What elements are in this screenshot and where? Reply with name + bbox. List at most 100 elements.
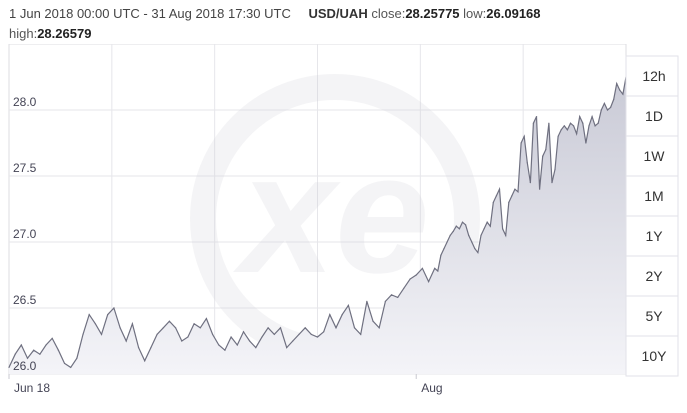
data-points <box>8 76 627 368</box>
low-value: 26.09168 <box>486 6 541 21</box>
interval-button-1w[interactable]: 1W <box>625 135 679 177</box>
data-point <box>437 270 439 272</box>
interval-button-bg[interactable] <box>625 255 679 297</box>
data-point <box>446 241 448 243</box>
data-point <box>57 349 59 351</box>
data-point <box>156 333 158 335</box>
interval-button-1m[interactable]: 1M <box>625 175 679 217</box>
data-point <box>523 135 525 137</box>
interval-button-bg[interactable] <box>625 215 679 257</box>
interval-button-label[interactable]: 12h <box>642 68 665 84</box>
data-point <box>535 116 538 118</box>
data-point <box>606 109 609 111</box>
interval-button-label[interactable]: 1M <box>644 188 663 204</box>
data-point <box>474 248 476 250</box>
interval-button-label[interactable]: 5Y <box>645 308 663 324</box>
data-point <box>495 195 498 197</box>
data-point <box>341 314 343 316</box>
data-point <box>273 333 275 335</box>
data-point <box>39 353 41 355</box>
data-point <box>455 225 457 227</box>
data-point <box>566 129 568 131</box>
data-point <box>366 300 368 302</box>
data-point <box>498 188 501 190</box>
data-point <box>26 357 29 359</box>
interval-button-bg[interactable] <box>625 55 679 97</box>
interval-button-1d[interactable]: 1D <box>625 95 679 137</box>
interval-button-12h[interactable]: 12h <box>625 55 679 97</box>
data-point <box>458 228 461 230</box>
data-point <box>619 89 621 91</box>
interval-button-10y[interactable]: 10Y <box>625 335 679 377</box>
data-point <box>316 336 319 338</box>
data-point <box>511 195 513 197</box>
data-point <box>100 333 103 335</box>
data-point <box>502 228 504 230</box>
interval-button-bg[interactable] <box>625 135 679 177</box>
interval-button-label[interactable]: 10Y <box>642 348 668 364</box>
interval-button-label[interactable]: 1D <box>645 108 663 124</box>
y-tick-label: 26.5 <box>13 293 37 307</box>
area-fill <box>9 77 626 374</box>
data-point <box>471 241 473 243</box>
data-point <box>205 317 208 320</box>
data-point <box>505 234 507 236</box>
data-point <box>360 333 362 335</box>
data-point <box>174 327 177 329</box>
data-point <box>477 251 479 254</box>
data-point <box>230 336 232 338</box>
data-point <box>594 125 596 127</box>
interval-button-1y[interactable]: 1Y <box>625 215 679 257</box>
y-tick-label: 28.0 <box>13 95 37 109</box>
series-line <box>8 76 627 369</box>
data-point <box>224 349 226 351</box>
data-point <box>551 182 553 184</box>
data-point <box>600 109 602 111</box>
interval-button-label[interactable]: 2Y <box>645 268 663 284</box>
date-range: 1 Jun 2018 00:00 UTC - 31 Aug 2018 17:30… <box>9 6 291 21</box>
data-point <box>397 296 399 299</box>
data-point <box>212 333 214 335</box>
data-point <box>409 278 411 280</box>
data-point <box>616 83 618 85</box>
interval-button-label[interactable]: 1W <box>644 148 666 164</box>
data-point <box>70 366 72 368</box>
data-point <box>609 106 612 108</box>
data-point <box>622 93 624 95</box>
data-point <box>427 281 430 283</box>
data-point <box>440 254 442 256</box>
data-point <box>464 224 467 226</box>
interval-button-label[interactable]: 1Y <box>645 228 663 244</box>
y-tick-label: 27.5 <box>13 161 37 175</box>
data-point <box>20 344 22 346</box>
data-point <box>486 221 488 223</box>
interval-button-bg[interactable] <box>625 295 679 337</box>
data-point <box>304 327 306 329</box>
data-point <box>150 347 152 349</box>
watermark-text: xe <box>232 119 429 309</box>
data-point <box>585 142 587 144</box>
data-point <box>480 234 482 236</box>
data-point <box>508 201 510 203</box>
data-point <box>517 191 519 193</box>
data-point <box>323 331 325 333</box>
data-point <box>421 267 423 269</box>
interval-button-2y[interactable]: 2Y <box>625 255 679 297</box>
data-point <box>582 122 584 124</box>
interval-button-bg[interactable] <box>625 175 679 217</box>
low-label: low: <box>463 6 487 21</box>
data-point <box>569 122 572 124</box>
data-point <box>63 362 66 365</box>
data-point <box>514 188 516 190</box>
data-point <box>218 344 220 346</box>
data-point <box>452 230 454 233</box>
data-point <box>526 162 528 164</box>
data-point <box>591 116 593 118</box>
interval-button-bg[interactable] <box>625 95 679 137</box>
interval-button-5y[interactable]: 5Y <box>625 295 679 337</box>
data-point <box>242 331 245 333</box>
data-point <box>378 327 380 329</box>
data-point <box>603 102 606 104</box>
data-point <box>579 116 581 118</box>
interval-button-bg[interactable] <box>625 335 679 377</box>
